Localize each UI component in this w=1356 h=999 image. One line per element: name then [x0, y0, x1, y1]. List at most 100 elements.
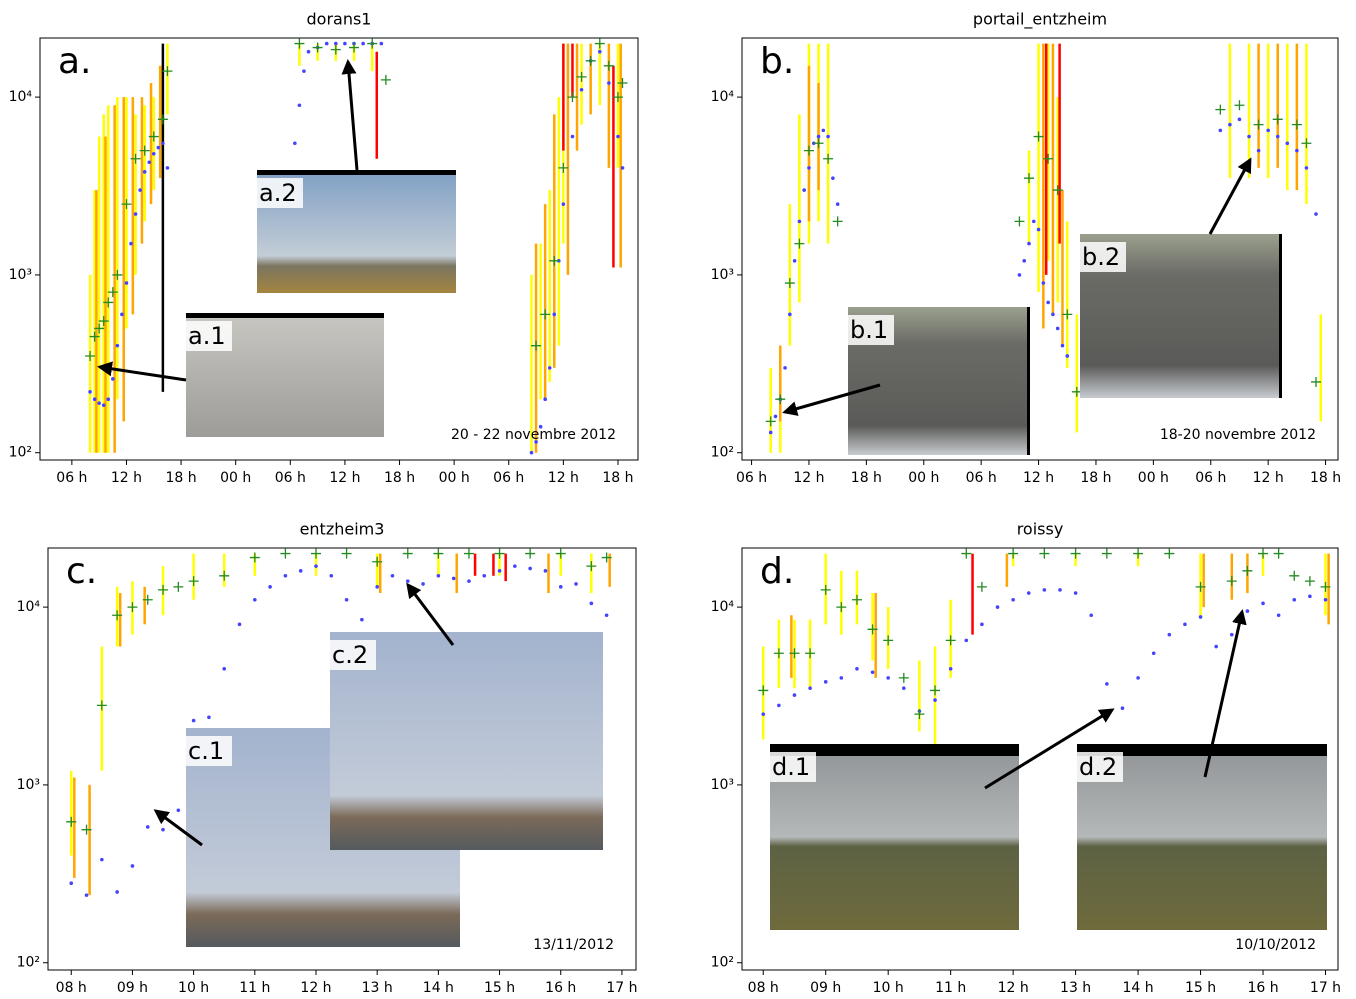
data-point: [1062, 309, 1073, 320]
x-tick-label: 06 h: [966, 470, 997, 486]
data-point: [1183, 622, 1187, 627]
data-point: [1042, 588, 1047, 592]
data-point: [826, 134, 830, 139]
x-tick-label: 11 h: [239, 980, 270, 996]
data-point: [1031, 219, 1036, 224]
data-point: [1167, 632, 1172, 637]
data-point: [421, 582, 425, 586]
data-point: [101, 403, 106, 408]
axes-frame: [47, 547, 637, 971]
data-point: [870, 670, 875, 675]
date-label: 20 - 22 novembre 2012: [451, 427, 616, 443]
data-point: [112, 610, 123, 621]
data-point: [334, 41, 338, 46]
data-point: [188, 576, 199, 587]
data-point: [1022, 259, 1027, 263]
data-point: [1289, 570, 1300, 581]
data-point: [375, 585, 379, 589]
y-tick-label: 10³: [711, 777, 734, 793]
data-point: [97, 401, 101, 405]
data-point: [995, 605, 1000, 609]
x-tick-label: 14 h: [1123, 980, 1154, 996]
date-label: 18-20 novembre 2012: [1160, 427, 1316, 443]
data-point: [758, 685, 769, 696]
data-point: [1052, 185, 1063, 196]
data-point: [802, 188, 806, 192]
x-tick-label: 18 h: [1310, 470, 1341, 486]
data-point: [360, 617, 364, 622]
x-tick-label: 18 h: [384, 470, 415, 486]
inset-edge: [1279, 234, 1282, 398]
data-point: [341, 548, 352, 559]
x-tick-label: 17 h: [606, 980, 637, 996]
data-point: [1198, 615, 1203, 619]
data-point: [898, 672, 909, 683]
data-point: [1164, 548, 1175, 559]
data-point: [433, 548, 444, 559]
x-tick-label: 11 h: [935, 980, 966, 996]
data-point: [1089, 613, 1094, 618]
data-point: [528, 566, 532, 571]
x-tick-label: 18 h: [166, 470, 197, 486]
data-point: [558, 585, 563, 589]
data-point: [156, 145, 161, 150]
panel-label: b.: [760, 41, 794, 82]
data-point: [344, 597, 349, 602]
data-point: [1105, 682, 1109, 686]
y-tick-label: 10²: [711, 445, 734, 461]
data-point: [574, 582, 578, 586]
data-point: [148, 131, 159, 142]
data-point: [1237, 117, 1242, 122]
x-tick-label: 09 h: [117, 980, 148, 996]
data-point: [121, 199, 132, 210]
data-point: [463, 548, 474, 559]
data-point: [777, 703, 781, 708]
data-point: [820, 584, 831, 595]
data-point: [549, 255, 560, 266]
data-point: [579, 87, 584, 92]
data-point: [543, 569, 548, 573]
data-point: [142, 594, 153, 605]
data-point: [1266, 128, 1270, 133]
panel-label: c.: [66, 551, 97, 592]
data-point: [964, 638, 969, 643]
data-point: [1234, 100, 1245, 111]
x-tick-label: 15 h: [1185, 980, 1216, 996]
data-point: [1314, 212, 1318, 216]
data-point: [604, 613, 609, 618]
data-point: [161, 827, 165, 832]
data-point: [792, 693, 797, 697]
data-point: [96, 700, 107, 711]
data-point: [773, 648, 784, 659]
data-point: [839, 676, 844, 680]
data-point: [788, 312, 792, 317]
data-point: [589, 601, 594, 606]
data-point: [1060, 343, 1065, 348]
inset-top-bar: [257, 170, 456, 175]
y-tick-label: 10³: [17, 777, 40, 793]
data-point: [620, 166, 625, 170]
arrow: [984, 708, 1115, 790]
x-tick-label: 18 h: [851, 470, 882, 486]
data-point: [1226, 576, 1237, 587]
data-point: [1261, 601, 1265, 606]
x-tick-label: 12 h: [1023, 470, 1054, 486]
x-tick-label: 00 h: [908, 470, 939, 486]
data-point: [585, 55, 596, 66]
data-point: [1320, 581, 1331, 592]
data-point: [586, 561, 597, 572]
inset-label-bg: [330, 640, 376, 670]
x-tick-label: 13 h: [1060, 980, 1091, 996]
x-tick-label: 12 h: [548, 470, 579, 486]
data-point: [161, 141, 165, 146]
data-point: [111, 377, 115, 381]
x-tick-label: 13 h: [362, 980, 393, 996]
data-point: [103, 297, 114, 308]
data-point: [976, 581, 987, 592]
data-point: [914, 709, 925, 720]
arrow: [406, 582, 455, 646]
data-point: [783, 366, 787, 370]
inset-top-bar: [1077, 744, 1327, 756]
data-point: [792, 259, 797, 263]
inset-label-bg: [186, 321, 232, 351]
